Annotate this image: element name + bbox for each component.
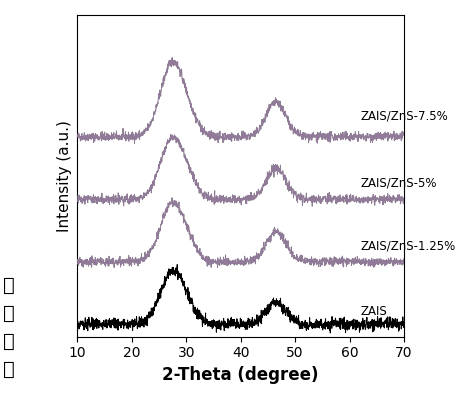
Text: ZAIS/ZnS-7.5%: ZAIS/ZnS-7.5%	[360, 109, 448, 122]
Text: 强: 强	[2, 332, 14, 351]
Text: 相: 相	[2, 276, 14, 295]
Text: 度: 度	[2, 359, 14, 379]
Text: ZAIS/ZnS-5%: ZAIS/ZnS-5%	[360, 177, 437, 190]
X-axis label: 2-Theta (degree): 2-Theta (degree)	[163, 366, 319, 384]
Text: ZAIS: ZAIS	[360, 305, 387, 318]
Text: 对: 对	[2, 304, 14, 323]
Y-axis label: Intensity (a.u.): Intensity (a.u.)	[57, 120, 72, 232]
Text: ZAIS/ZnS-1.25%: ZAIS/ZnS-1.25%	[360, 239, 456, 253]
